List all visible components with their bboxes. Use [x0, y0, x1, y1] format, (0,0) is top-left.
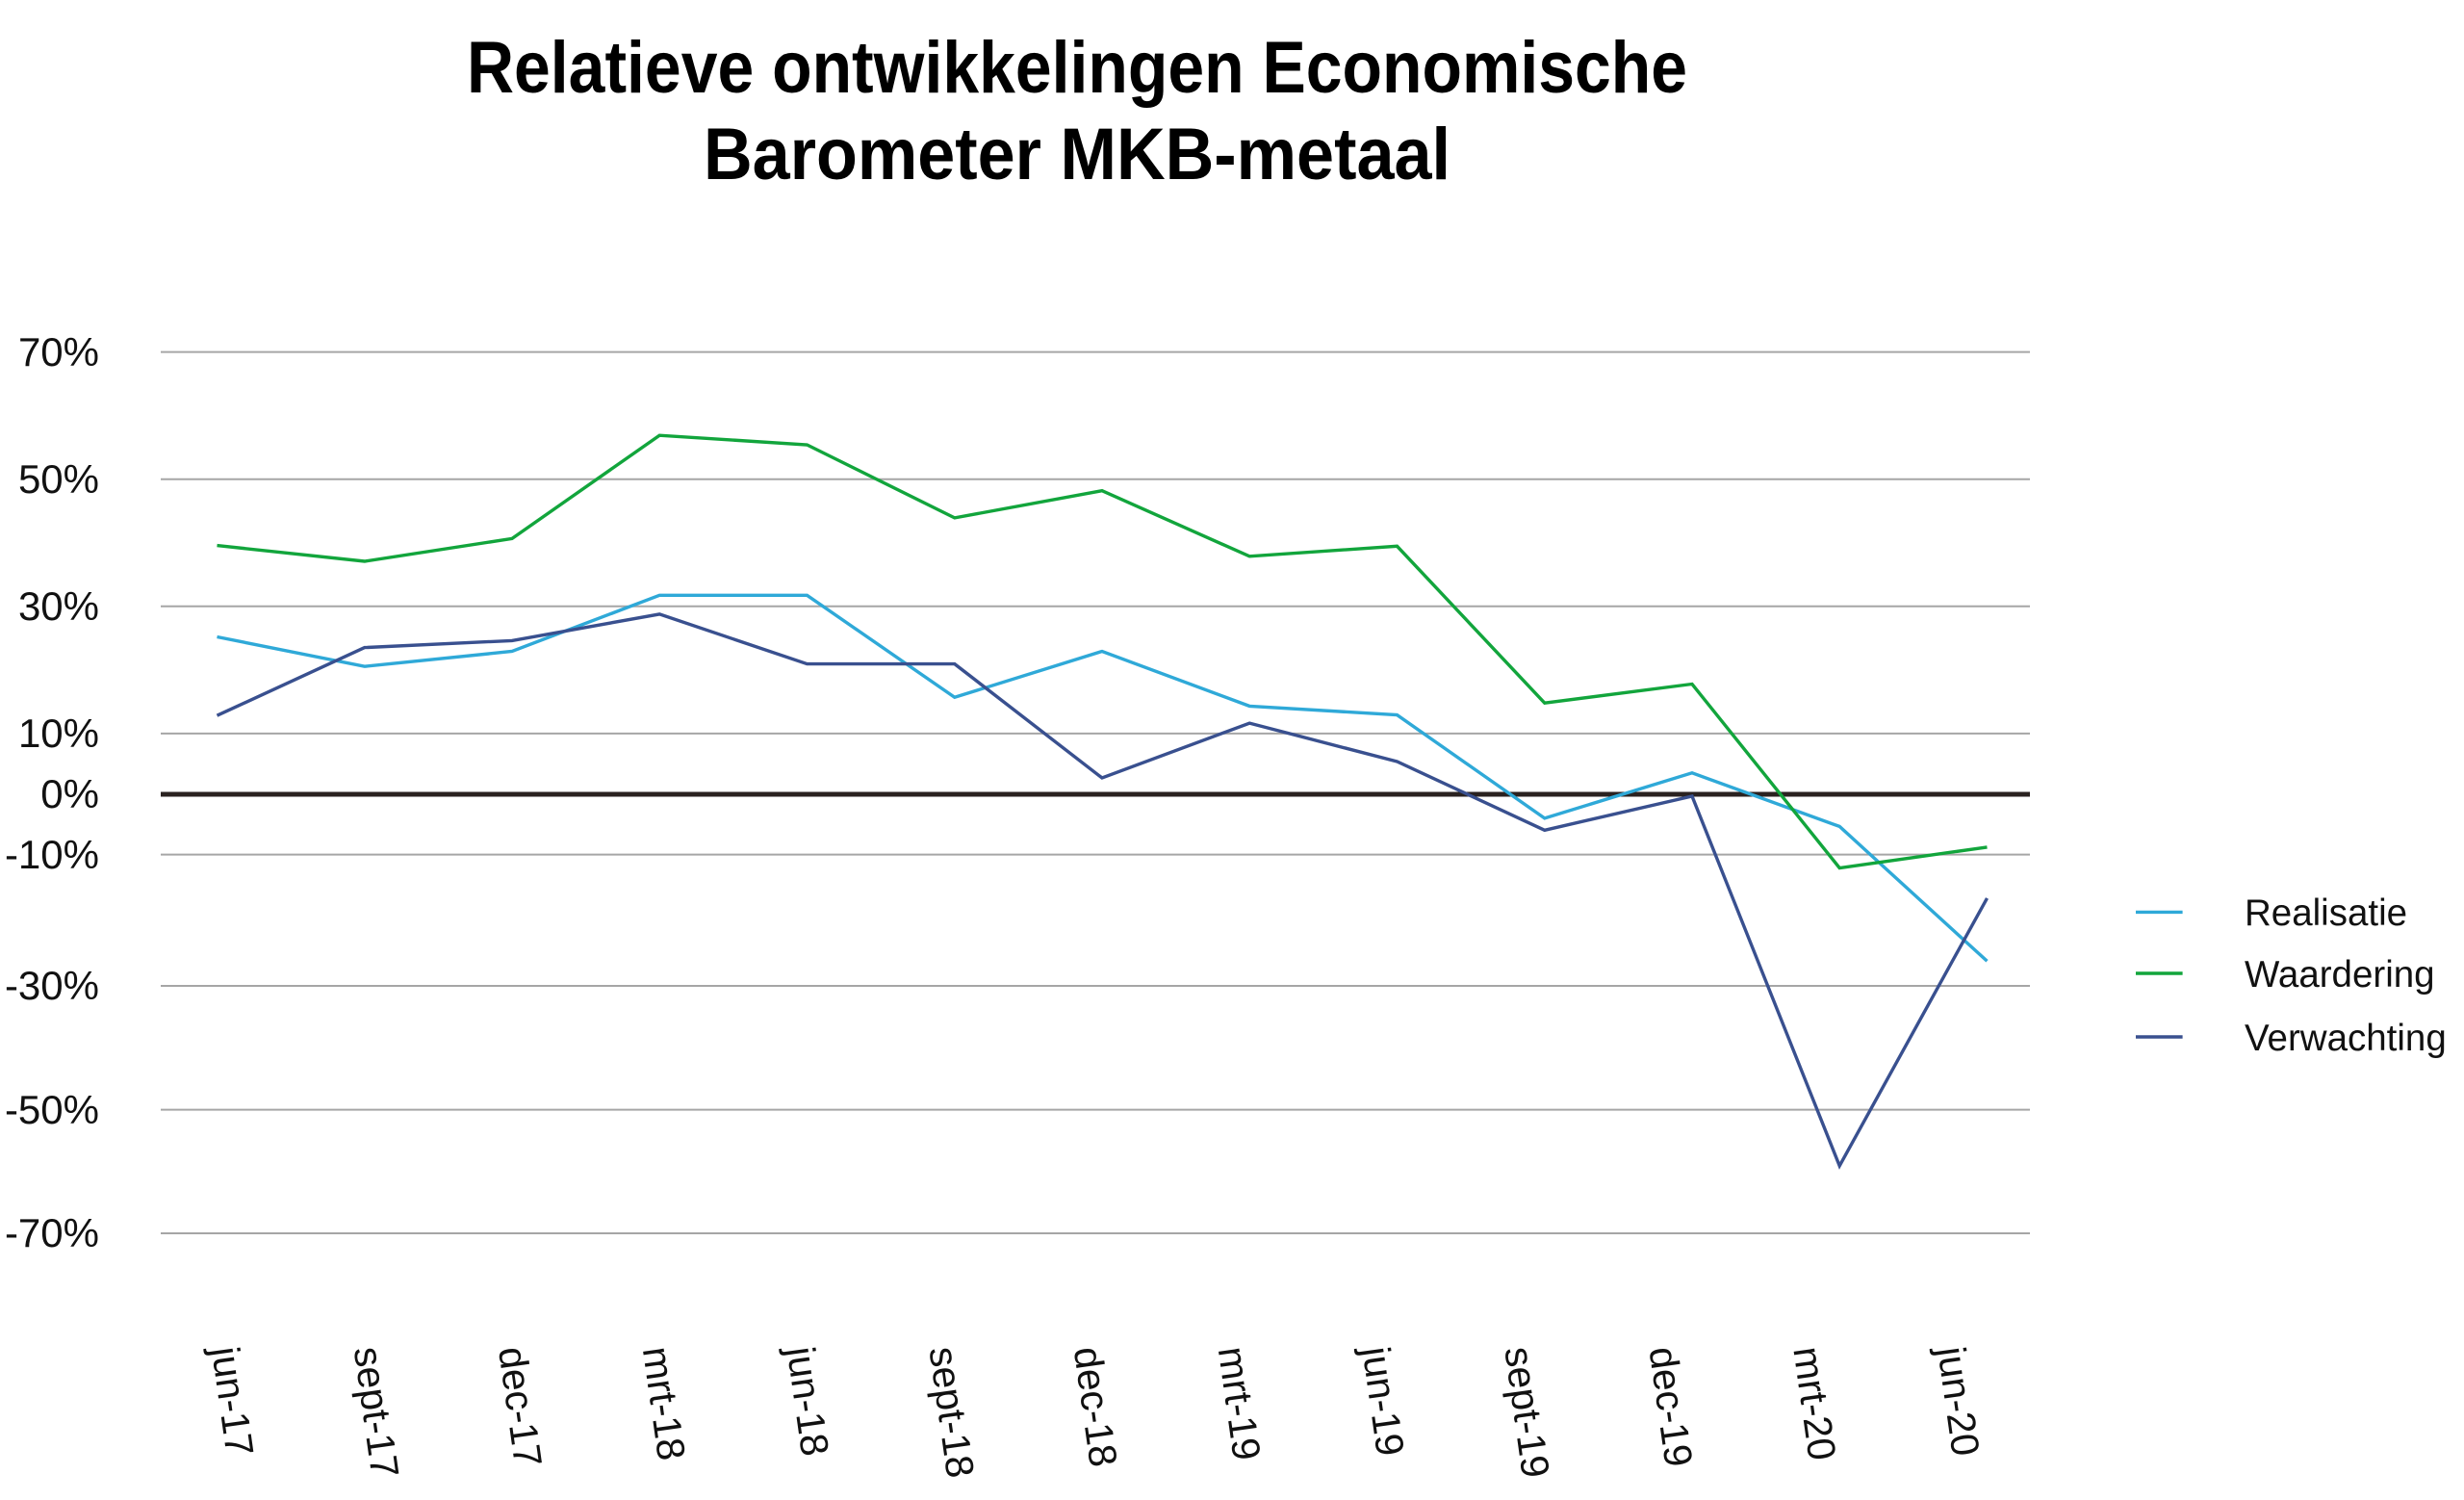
svg-text:sept-18: sept-18: [920, 1344, 983, 1481]
svg-text:jun-19: jun-19: [1353, 1343, 1413, 1459]
svg-text:-50%: -50%: [5, 1087, 99, 1132]
svg-text:0%: 0%: [40, 771, 99, 816]
svg-text:-30%: -30%: [5, 963, 99, 1008]
svg-text:10%: 10%: [18, 711, 99, 756]
svg-text:dec-18: dec-18: [1065, 1344, 1126, 1470]
svg-text:jun-20: jun-20: [1929, 1343, 1989, 1459]
svg-text:mrt-18: mrt-18: [634, 1344, 694, 1463]
svg-text:-70%: -70%: [5, 1210, 99, 1255]
svg-text:mrt-20: mrt-20: [1784, 1344, 1844, 1463]
svg-text:dec-19: dec-19: [1640, 1344, 1701, 1470]
svg-text:jun-18: jun-18: [779, 1343, 838, 1459]
svg-text:mrt-19: mrt-19: [1210, 1344, 1270, 1463]
svg-text:Waardering: Waardering: [2245, 954, 2435, 996]
svg-text:Realisatie: Realisatie: [2245, 892, 2407, 934]
svg-text:50%: 50%: [18, 456, 99, 502]
svg-text:30%: 30%: [18, 583, 99, 629]
svg-text:-10%: -10%: [5, 832, 99, 877]
svg-text:dec-17: dec-17: [490, 1344, 551, 1470]
svg-text:70%: 70%: [18, 329, 99, 375]
svg-text:jun-17: jun-17: [203, 1343, 263, 1459]
svg-text:sept-17: sept-17: [346, 1344, 408, 1481]
svg-text:Barometer MKB-metaal: Barometer MKB-metaal: [704, 114, 1450, 195]
svg-text:Relatieve ontwikkelingen Econo: Relatieve ontwikkelingen Economische: [467, 27, 1687, 109]
svg-text:Verwachting: Verwachting: [2245, 1018, 2447, 1059]
svg-text:sept-19: sept-19: [1496, 1344, 1558, 1481]
